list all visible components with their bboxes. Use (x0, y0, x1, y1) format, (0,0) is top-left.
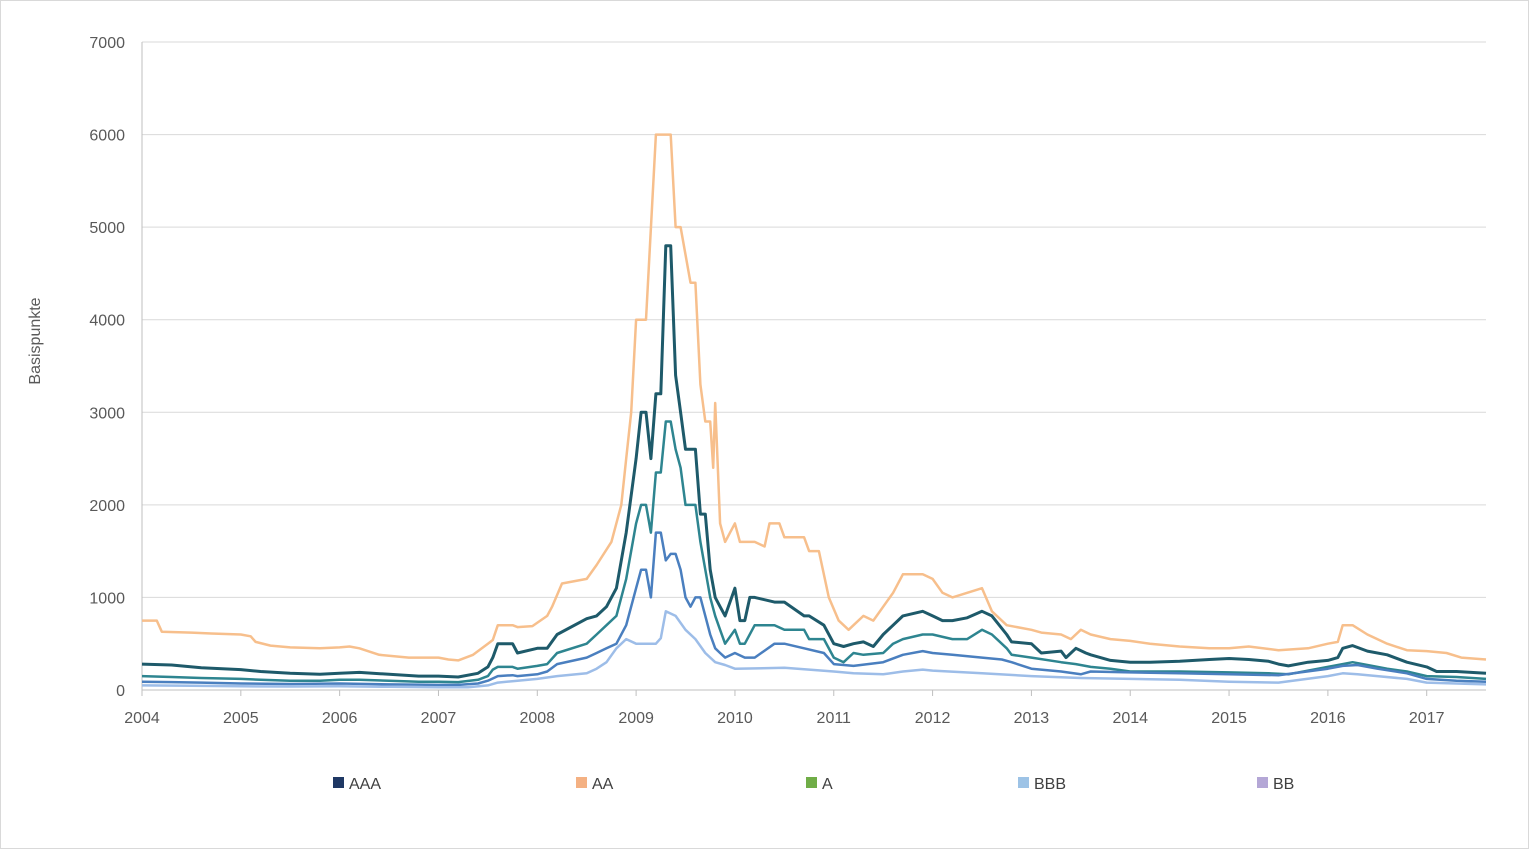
x-tick-label: 2017 (1409, 710, 1445, 727)
series-line-2 (141, 244, 1487, 679)
legend-item-aaa: AAA (333, 776, 381, 793)
legend-label: BB (1273, 776, 1294, 793)
x-tick-label: 2005 (223, 710, 259, 727)
legend-item-bbb: BBB (1018, 776, 1066, 793)
legend-swatch (1257, 777, 1268, 788)
legend-item-bb: BB (1257, 776, 1294, 793)
legend-item-aa: AA (576, 776, 614, 793)
x-tick-label: 2009 (618, 710, 654, 727)
x-tick-labels: 2004 2005 2006 2007 2008 2009 2010 2011 2012 2013… (124, 710, 1444, 727)
x-tick-label: 2011 (817, 710, 852, 727)
y-tick-label: 5000 (89, 220, 125, 237)
series-line-5 (141, 610, 1487, 689)
legend-item-a: A (806, 776, 833, 793)
legend: AAA AA A BBB BB (333, 776, 1294, 793)
legend-swatch (806, 777, 817, 788)
x-tick-label: 2010 (717, 710, 753, 727)
y-axis-label: Basispunkte (27, 297, 44, 384)
legend-label: AA (592, 776, 614, 793)
y-tick-label: 6000 (89, 128, 125, 145)
x-tick-label: 2012 (915, 710, 951, 727)
y-tick-label: 3000 (89, 405, 125, 422)
x-tick-label: 2004 (124, 710, 160, 727)
series-line-1 (142, 133, 1487, 662)
series-line-3 (141, 420, 1487, 684)
x-tick-label: 2006 (322, 710, 358, 727)
x-tick-label: 2015 (1211, 710, 1247, 727)
y-tick-label: 2000 (89, 498, 125, 515)
x-tick-label: 2014 (1112, 710, 1148, 727)
legend-label: BBB (1034, 776, 1066, 793)
y-tick-label: 7000 (89, 35, 125, 52)
series-line-4 (141, 531, 1487, 687)
y-tick-label: 0 (116, 683, 125, 700)
series-lines (141, 133, 1487, 689)
legend-label: A (822, 776, 833, 793)
y-tick-labels: 0 1000 2000 3000 4000 5000 6000 7000 (89, 35, 125, 700)
gridlines (142, 41, 1486, 598)
legend-swatch (1018, 777, 1029, 788)
axes (141, 42, 1486, 696)
legend-swatch (333, 777, 344, 788)
y-tick-label: 1000 (89, 590, 125, 607)
y-tick-label: 4000 (89, 313, 125, 330)
legend-label: AAA (349, 776, 381, 793)
x-tick-label: 2008 (519, 710, 555, 727)
x-tick-label: 2016 (1310, 710, 1346, 727)
x-tick-label: 2007 (421, 710, 457, 727)
x-tick-label: 2013 (1014, 710, 1050, 727)
legend-swatch (576, 777, 587, 788)
